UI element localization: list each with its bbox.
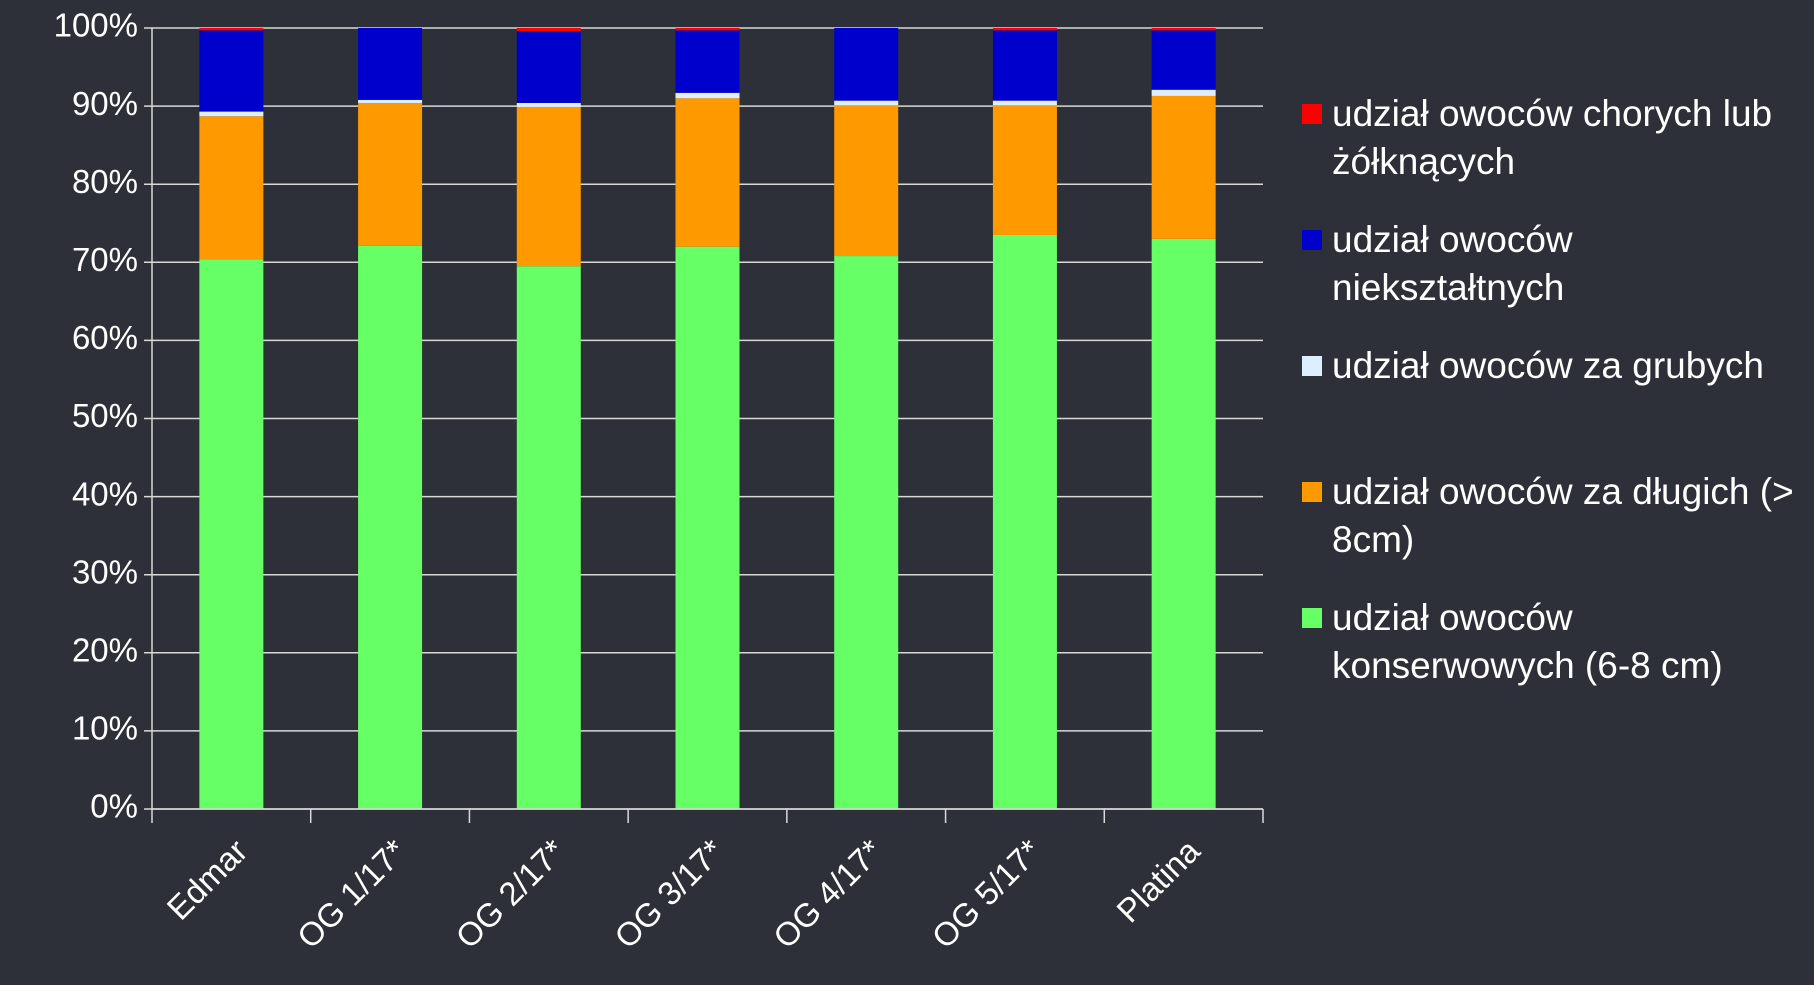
bar-segment: [516, 102, 581, 107]
bar-segment: [992, 28, 1057, 31]
legend-swatch: [1302, 482, 1322, 502]
y-tick-label: 90%: [72, 85, 138, 122]
legend-swatch: [1302, 104, 1322, 124]
legend-item: udział owoców za długich (> 8cm): [1302, 468, 1802, 564]
x-tick-label: OG 1/17*: [290, 832, 414, 956]
legend-swatch: [1302, 230, 1322, 250]
y-tick-label: 100%: [54, 7, 138, 44]
legend-item: udział owoców konserwowych (6-8 cm): [1302, 594, 1802, 690]
bar-segment: [199, 30, 264, 112]
bar-segment: [834, 256, 899, 809]
legend-label: udział owoców za długich (> 8cm): [1332, 471, 1794, 560]
y-tick-label: 50%: [72, 397, 138, 434]
legend-label: udział owoców niekształtnych: [1332, 219, 1573, 308]
bar-segment: [1151, 89, 1216, 96]
y-tick-label: 0%: [90, 788, 138, 825]
y-tick-label: 80%: [72, 163, 138, 200]
bar-segment: [675, 30, 740, 93]
bar-segment: [516, 28, 581, 32]
bar-segment: [675, 98, 740, 247]
y-tick-label: 70%: [72, 241, 138, 278]
bar-segment: [1151, 95, 1216, 239]
bar-segment: [1151, 238, 1216, 809]
legend-label: udział owoców za grubych: [1332, 345, 1764, 386]
y-tick-label: 40%: [72, 475, 138, 512]
x-tick-label: OG 2/17*: [448, 832, 572, 956]
bar-segment: [1151, 30, 1216, 90]
x-tick-label: OG 5/17*: [925, 832, 1049, 956]
legend-item: udział owoców chorych lub żółknących: [1302, 90, 1802, 186]
bar-segment: [834, 28, 899, 101]
bar-segment: [516, 106, 581, 267]
x-tick-label: Platina: [1109, 831, 1207, 929]
bar-segment: [358, 245, 423, 810]
bar-segment: [675, 92, 740, 99]
bar-segment: [992, 100, 1057, 106]
x-tick-label: OG 3/17*: [607, 832, 731, 956]
y-tick-label: 10%: [72, 710, 138, 747]
y-tick-label: 20%: [72, 632, 138, 669]
bar-segment: [199, 116, 264, 260]
legend-item: udział owoców niekształtnych: [1302, 216, 1802, 312]
bar-segment: [516, 31, 581, 103]
x-tick-label: OG 4/17*: [766, 832, 890, 956]
bar-segment: [992, 105, 1057, 235]
bar-segment: [992, 234, 1057, 810]
bar-segment: [358, 102, 423, 246]
bar-segment: [199, 28, 264, 31]
bar-segment: [834, 105, 899, 257]
legend-item: udział owoców za grubych: [1302, 342, 1802, 390]
y-tick-label: 30%: [72, 553, 138, 590]
bar-segment: [1151, 28, 1216, 31]
legend-swatch: [1302, 356, 1322, 376]
bar-segment: [992, 30, 1057, 101]
bar-segment: [358, 99, 423, 103]
legend-label: udział owoców konserwowych (6-8 cm): [1332, 597, 1723, 686]
bar-segment: [358, 28, 423, 100]
legend-label: udział owoców chorych lub żółknących: [1332, 93, 1773, 182]
x-tick-label: Edmar: [160, 832, 255, 927]
bar-segment: [675, 28, 740, 31]
y-tick-label: 60%: [72, 319, 138, 356]
bar-segment: [516, 266, 581, 810]
legend-swatch: [1302, 608, 1322, 628]
bar-segment: [199, 259, 264, 809]
bar-segment: [675, 246, 740, 809]
bar-segment: [199, 111, 264, 117]
bar-segment: [834, 100, 899, 106]
